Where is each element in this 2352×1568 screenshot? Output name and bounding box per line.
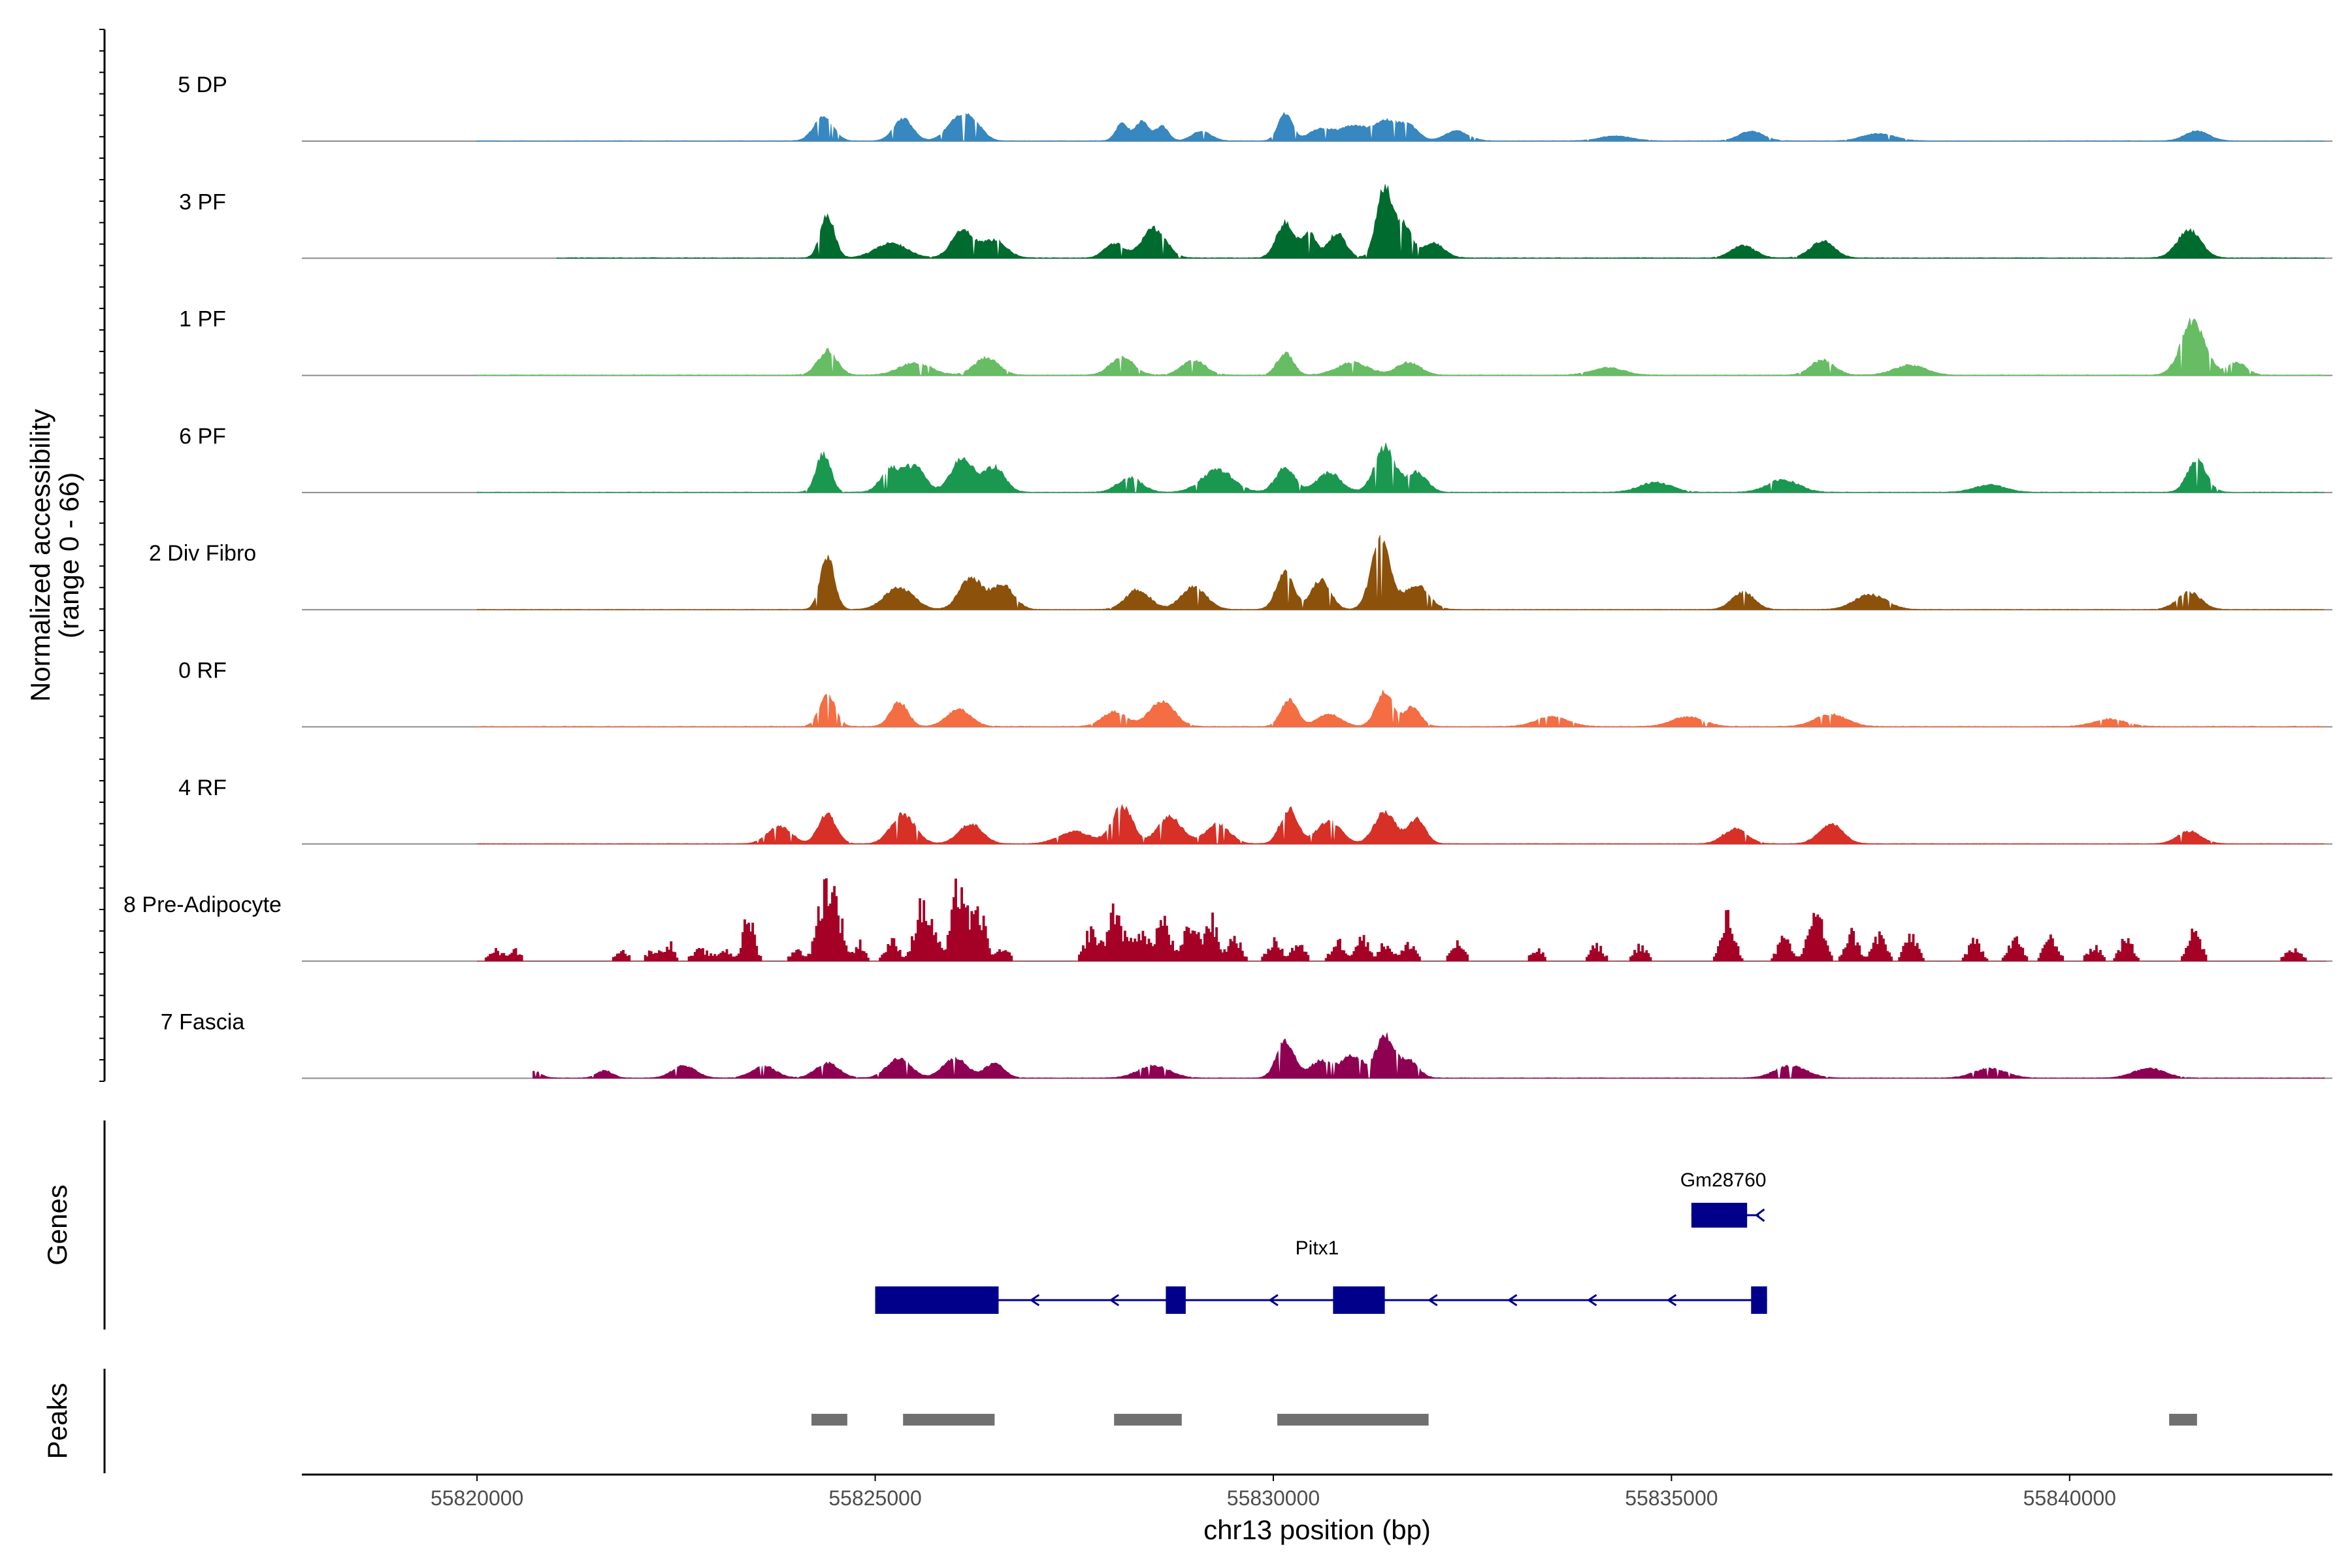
strand-arrow xyxy=(1666,1294,1677,1307)
gene-exon xyxy=(1691,1203,1748,1228)
track-label: 7 Fascia xyxy=(161,1009,245,1034)
track-label: 6 PF xyxy=(179,424,226,449)
track-signal-area xyxy=(477,878,2327,962)
track-signal-area xyxy=(476,689,2325,728)
track-3: 1 PF xyxy=(179,307,2332,376)
strand-arrow xyxy=(1268,1294,1279,1307)
track-7: 4 RF xyxy=(178,776,2332,845)
track-label: 2 Div Fibro xyxy=(149,541,256,566)
track-label: 5 DP xyxy=(178,73,227,97)
peak-region xyxy=(2169,1414,2197,1426)
genes-track: Pitx1 Gm28760 xyxy=(875,1169,1767,1314)
track-2: 3 PF xyxy=(179,184,2332,259)
genes-title: Genes xyxy=(42,1184,73,1266)
track-label: 0 RF xyxy=(178,659,227,683)
gene-pitx1: Pitx1 xyxy=(875,1237,1767,1314)
peaks-track xyxy=(811,1414,2197,1426)
strand-arrow xyxy=(1029,1294,1040,1307)
track-label: 8 Pre-Adipocyte xyxy=(123,892,282,917)
gene-label: Pitx1 xyxy=(1296,1237,1339,1259)
track-1: 5 DP xyxy=(178,73,2332,142)
strand-arrow xyxy=(1428,1294,1438,1307)
x-tick-label: 55820000 xyxy=(431,1486,523,1510)
x-tick-label: 55830000 xyxy=(1227,1486,1320,1510)
track-signal-area xyxy=(556,184,2325,259)
x-tick-label: 55840000 xyxy=(2023,1486,2116,1510)
track-6: 0 RF xyxy=(178,659,2332,728)
peak-region xyxy=(1114,1414,1182,1426)
track-label: 1 PF xyxy=(179,307,226,332)
track-signal-area xyxy=(476,112,2325,142)
strand-arrow xyxy=(1507,1294,1518,1307)
y-axis-title-line2: (range 0 - 66) xyxy=(54,472,84,638)
track-4: 6 PF xyxy=(179,424,2332,494)
gene-exon xyxy=(875,1286,999,1314)
gene-gm28760: Gm28760 xyxy=(1680,1169,1767,1228)
x-axis-ticks: 55820000 55825000 55830000 55835000 55840000 xyxy=(431,1475,2116,1510)
peak-region xyxy=(1277,1414,1429,1426)
gene-exon xyxy=(1333,1286,1385,1314)
track-signal-area xyxy=(476,442,2325,494)
coverage-y-ticks xyxy=(99,29,105,1082)
track-signal-area xyxy=(476,804,2325,845)
x-axis-title: chr13 position (bp) xyxy=(1203,1514,1431,1545)
x-tick-label: 55835000 xyxy=(1625,1486,1718,1510)
gene-exon xyxy=(1166,1286,1186,1314)
gene-exon xyxy=(1751,1286,1767,1314)
strand-arrow xyxy=(1109,1294,1120,1307)
track-9: 7 Fascia xyxy=(161,1009,2332,1079)
coverage-tracks: 5 DP 3 PF 1 PF 6 PF 2 Div Fibro 0 RF 4 RF 8 Pre… xyxy=(123,73,2332,1079)
track-signal-area xyxy=(532,1032,2325,1079)
track-5: 2 Div Fibro xyxy=(149,534,2332,611)
track-signal-area xyxy=(476,534,2325,610)
gene-label: Gm28760 xyxy=(1680,1169,1767,1191)
track-label: 3 PF xyxy=(179,189,226,214)
track-label: 4 RF xyxy=(178,776,227,800)
strand-arrow xyxy=(1586,1294,1597,1307)
x-tick-label: 55825000 xyxy=(828,1486,921,1510)
strand-arrow xyxy=(1754,1208,1765,1222)
track-8: 8 Pre-Adipocyte xyxy=(123,878,2332,962)
track-signal-area xyxy=(476,318,2325,376)
peaks-title: Peaks xyxy=(42,1383,73,1460)
y-axis-title-line1: Normalized accessibility xyxy=(25,409,56,702)
peak-region xyxy=(811,1414,847,1426)
peak-region xyxy=(903,1414,995,1426)
